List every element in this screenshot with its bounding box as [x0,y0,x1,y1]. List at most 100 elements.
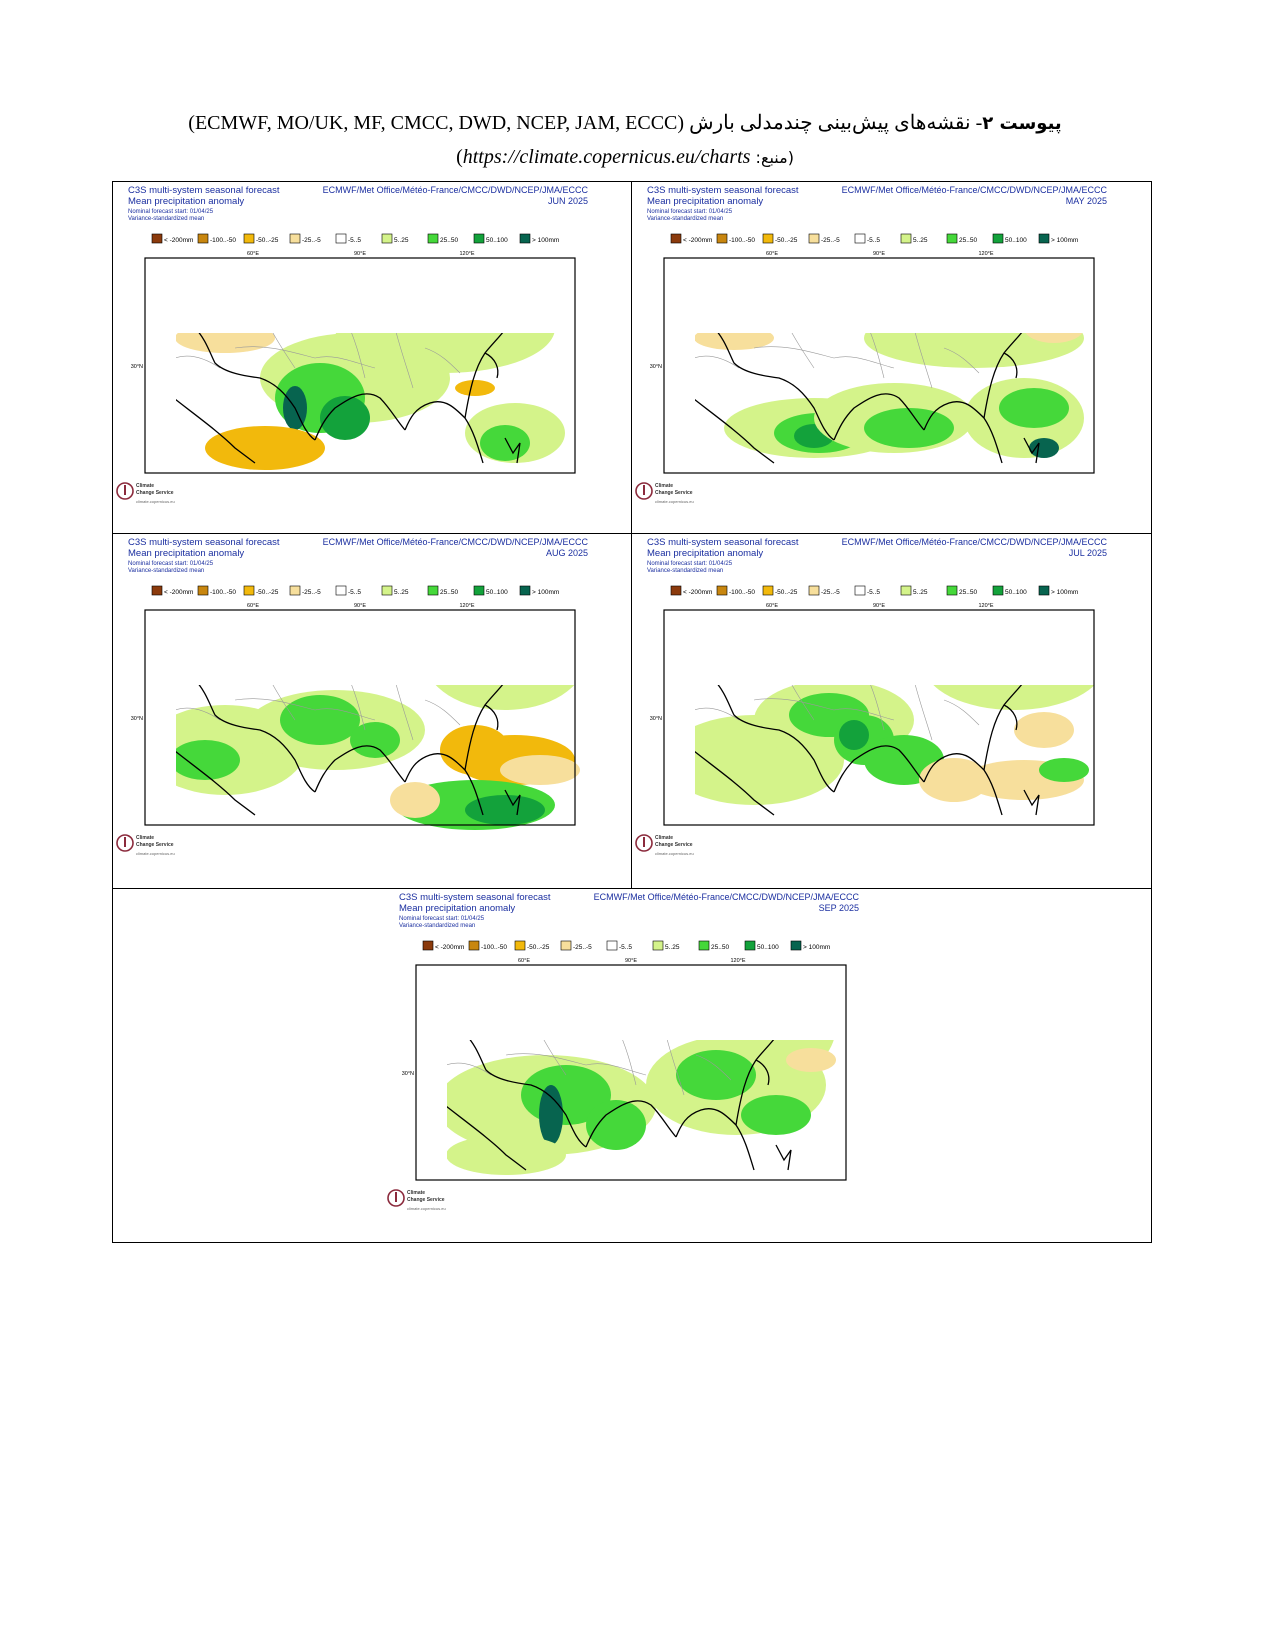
legend-item: < -200mm [670,585,712,596]
figure-frame [112,181,1152,1243]
legend-item: -50..-25 [514,940,550,951]
legend-label: 50..100 [486,237,508,244]
panel-subtitle: Mean precipitation anomaly [647,548,763,559]
legend-swatch [946,585,958,596]
map-frame [144,257,576,474]
panel-method: Variance-standardized mean [399,923,475,929]
anomaly-area [1025,333,1083,343]
country-border [576,995,606,1035]
lon-label-top: 120°E [459,603,474,609]
legend-label: 5..25 [394,589,409,596]
country-border [824,640,854,680]
country-border [695,1054,732,1081]
anomaly-area [664,618,784,642]
coastline [464,333,504,419]
precipitation-map [664,618,1125,880]
legend-label: -5..5 [867,589,880,596]
legend-item: 50..100 [473,233,508,244]
anomaly-area [455,380,495,396]
country-border [943,347,980,374]
lon-label-top: 90°E [873,603,885,609]
legend-item: 5..25 [652,940,680,951]
legend-item: -100..-50 [197,233,236,244]
legend-label: 25..50 [959,589,977,596]
source-label: (منبع: [750,148,794,167]
anomaly-area [390,782,440,818]
legend-item: -100..-50 [468,940,507,951]
forecast-panel-may: C3S multi-system seasonal forecast Mean p… [633,183,1148,528]
legend-swatch [519,585,531,596]
coastline [504,789,521,816]
lon-label-top: 90°E [354,603,366,609]
logo-line2: Change Service [655,842,693,848]
legend-label: -5..5 [348,589,361,596]
country-border [351,333,366,379]
source-close: ) [456,146,463,168]
panel-producers: ECMWF/Met Office/Météo-France/CMCC/DWD/N… [842,537,1108,547]
legend-label: -100..-50 [210,237,236,244]
coastline [1023,437,1040,464]
lon-label-top: 60°E [518,958,530,964]
coastline [717,333,835,441]
coastline [833,745,925,793]
legend-item: -5..5 [854,233,880,244]
coastline [735,1040,775,1126]
anomaly-area [155,293,215,313]
legend-swatch [422,940,434,951]
legend-item: > 100mm [519,233,559,244]
anomaly-area [933,685,1095,710]
legend-swatch [670,233,682,244]
lon-label-top: 90°E [354,251,366,257]
legend-label: -25..-5 [302,237,321,244]
legend-label: > 100mm [803,944,830,951]
legend-item: -50..-25 [243,585,279,596]
panel-forecast-start: Nominal forecast start: 01/04/25 [647,561,733,567]
panel-divider-row2 [112,888,1152,889]
coastline [484,704,499,731]
panel-producers: ECMWF/Met Office/Météo-France/CMCC/DWD/N… [323,537,589,547]
legend-label: 25..50 [711,944,729,951]
legend-label: -25..-5 [821,589,840,596]
legend-item: 25..50 [698,940,729,951]
coastline [198,685,316,793]
country-border [305,288,335,328]
anomaly-area [435,685,575,710]
legend-label: -50..-25 [256,237,279,244]
lon-label-top: 60°E [766,251,778,257]
logo-url: climate.copernicus.eu [655,851,694,856]
logo-url: climate.copernicus.eu [655,499,694,504]
lon-label-top: 120°E [978,603,993,609]
legend-swatch [427,585,439,596]
country-border [424,347,461,374]
coastline [1023,789,1040,816]
anomaly-area [350,722,400,758]
panel-title: C3S multi-system seasonal forecast [647,185,799,196]
country-border [395,685,414,741]
coastline [775,1144,792,1171]
coastline [755,1059,770,1086]
legend-swatch [606,940,618,951]
logo-line2: Change Service [655,490,693,496]
source-caption: (منبع: https://climate.copernicus.eu/cha… [110,146,1140,169]
lon-label-top: 120°E [978,251,993,257]
appendix-caption: پیوست ۲- نقشه‌های پیش‌بینی چندمدلی بارش … [110,110,1140,135]
country-border [943,699,980,726]
panel-forecast-start: Nominal forecast start: 01/04/25 [399,916,485,922]
legend-item: 50..100 [744,940,779,951]
legend-label: -25..-5 [302,589,321,596]
anomaly-area [1029,438,1059,458]
legend-item: 50..100 [992,585,1027,596]
copernicus-logo [635,834,653,852]
coastline [833,393,925,441]
lat-label-left: 30°N [131,716,143,722]
country-border [791,333,815,369]
legend-item: -50..-25 [762,233,798,244]
logo-line2: Change Service [407,1197,445,1203]
legend-item: < -200mm [151,233,193,244]
legend-swatch [808,585,820,596]
panel-method: Variance-standardized mean [128,216,204,222]
forecast-panel-sep: C3S multi-system seasonal forecast Mean p… [385,890,900,1235]
legend-item: > 100mm [790,940,830,951]
map-frame [663,257,1095,474]
